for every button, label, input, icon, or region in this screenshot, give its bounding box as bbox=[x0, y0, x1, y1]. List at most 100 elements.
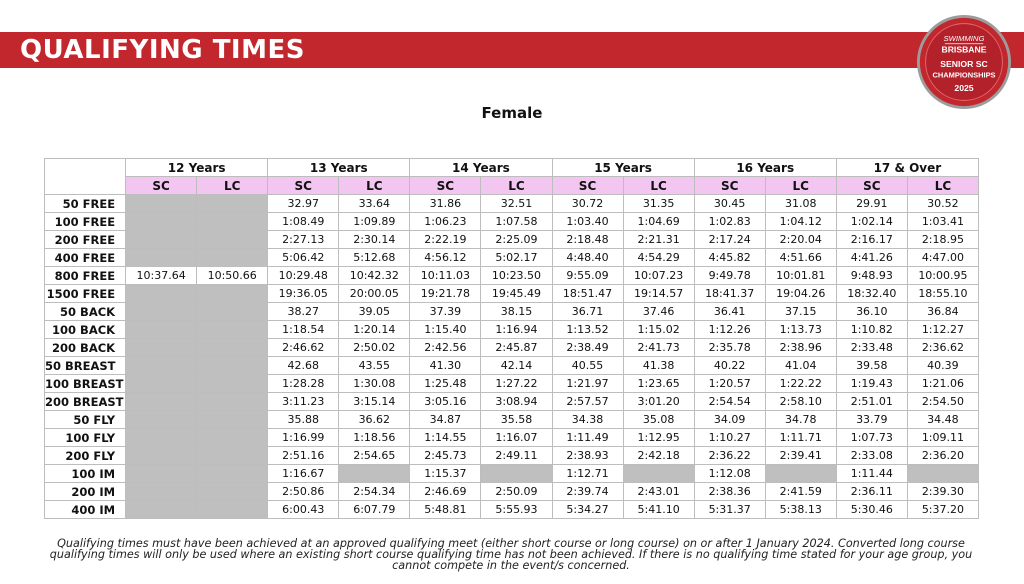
time-cell: 1:11.49 bbox=[551, 428, 624, 447]
not-applicable-cell bbox=[196, 392, 269, 411]
table-row: 200 BREAST 3:11.23 3:15.14 3:05.16 3:08.94 2:… bbox=[43, 392, 980, 411]
time-cell: 2:43.01 bbox=[622, 482, 695, 501]
event-name: 100 FLY bbox=[43, 428, 127, 447]
course-header: LC bbox=[764, 176, 837, 195]
time-cell: 36.71 bbox=[551, 302, 624, 321]
time-cell: 4:51.66 bbox=[764, 248, 837, 267]
logo-line-5: 2025 bbox=[954, 83, 973, 93]
not-applicable-cell bbox=[125, 194, 198, 213]
not-applicable-cell bbox=[196, 338, 269, 357]
not-applicable-cell bbox=[764, 464, 837, 483]
not-applicable-cell bbox=[125, 482, 198, 501]
course-header: SC bbox=[267, 176, 340, 195]
time-cell: 1:16.99 bbox=[267, 428, 340, 447]
time-cell: 30.72 bbox=[551, 194, 624, 213]
time-cell: 1:14.55 bbox=[409, 428, 482, 447]
time-cell: 42.14 bbox=[480, 356, 553, 375]
not-applicable-cell bbox=[125, 446, 198, 465]
time-cell: 41.04 bbox=[764, 356, 837, 375]
event-name: 200 BREAST bbox=[43, 392, 127, 411]
time-cell: 36.84 bbox=[906, 302, 980, 321]
time-cell: 19:14.57 bbox=[622, 284, 695, 303]
time-cell: 4:48.40 bbox=[551, 248, 624, 267]
not-applicable-cell bbox=[125, 410, 198, 429]
time-cell: 1:07.58 bbox=[480, 212, 553, 231]
time-cell: 2:41.59 bbox=[764, 482, 837, 501]
table-row: 100 BACK 1:18.54 1:20.14 1:15.40 1:16.94 1:13… bbox=[43, 320, 980, 339]
time-cell: 5:02.17 bbox=[480, 248, 553, 267]
time-cell: 1:18.54 bbox=[267, 320, 340, 339]
age-group-header: 14 Years bbox=[409, 158, 553, 177]
time-cell: 2:54.34 bbox=[338, 482, 411, 501]
table-row: 100 IM 1:16.67 1:15.37 1:12.71 1:12.08 1:11.4… bbox=[43, 464, 980, 483]
time-cell: 31.35 bbox=[622, 194, 695, 213]
time-cell: 10:23.50 bbox=[480, 266, 553, 285]
age-group-header: 13 Years bbox=[267, 158, 411, 177]
time-cell: 2:42.56 bbox=[409, 338, 482, 357]
time-cell: 41.38 bbox=[622, 356, 695, 375]
time-cell: 10:07.23 bbox=[622, 266, 695, 285]
course-header: LC bbox=[196, 176, 269, 195]
time-cell: 1:09.89 bbox=[338, 212, 411, 231]
time-cell: 18:41.37 bbox=[693, 284, 766, 303]
table-row: 100 FREE 1:08.49 1:09.89 1:06.23 1:07.58 1:03… bbox=[43, 212, 980, 231]
time-cell: 1:15.02 bbox=[622, 320, 695, 339]
age-group-header: 17 & Over bbox=[835, 158, 980, 177]
time-cell: 32.97 bbox=[267, 194, 340, 213]
event-name: 400 IM bbox=[43, 500, 127, 519]
event-name: 1500 FREE bbox=[43, 284, 127, 303]
event-name: 400 FREE bbox=[43, 248, 127, 267]
course-header: SC bbox=[409, 176, 482, 195]
table-row: 400 FREE 5:06.42 5:12.68 4:56.12 5:02.17 4:48… bbox=[43, 248, 980, 267]
not-applicable-cell bbox=[125, 302, 198, 321]
time-cell: 10:42.32 bbox=[338, 266, 411, 285]
time-cell: 5:12.68 bbox=[338, 248, 411, 267]
not-applicable-cell bbox=[125, 284, 198, 303]
not-applicable-cell bbox=[196, 248, 269, 267]
time-cell: 19:21.78 bbox=[409, 284, 482, 303]
time-cell: 5:06.42 bbox=[267, 248, 340, 267]
time-cell: 9:55.09 bbox=[551, 266, 624, 285]
time-cell: 39.05 bbox=[338, 302, 411, 321]
time-cell: 5:38.13 bbox=[764, 500, 837, 519]
table-row: 50 BACK 38.27 39.05 37.39 38.15 36.71 37.46 36.… bbox=[43, 302, 980, 321]
time-cell: 38.15 bbox=[480, 302, 553, 321]
time-cell: 10:29.48 bbox=[267, 266, 340, 285]
time-cell: 4:54.29 bbox=[622, 248, 695, 267]
not-applicable-cell bbox=[196, 212, 269, 231]
not-applicable-cell bbox=[196, 500, 269, 519]
time-cell: 2:50.09 bbox=[480, 482, 553, 501]
time-cell: 1:13.73 bbox=[764, 320, 837, 339]
time-cell: 10:50.66 bbox=[196, 266, 269, 285]
time-cell: 19:04.26 bbox=[764, 284, 837, 303]
not-applicable-cell bbox=[125, 212, 198, 231]
time-cell: 34.78 bbox=[764, 410, 837, 429]
time-cell: 5:55.93 bbox=[480, 500, 553, 519]
time-cell: 19:36.05 bbox=[267, 284, 340, 303]
event-name: 200 FLY bbox=[43, 446, 127, 465]
time-cell: 40.55 bbox=[551, 356, 624, 375]
not-applicable-cell bbox=[480, 464, 553, 483]
time-cell: 4:41.26 bbox=[835, 248, 908, 267]
time-cell: 1:10.82 bbox=[835, 320, 908, 339]
not-applicable-cell bbox=[196, 284, 269, 303]
time-cell: 2:39.30 bbox=[906, 482, 980, 501]
logo-line-1: SWIMMING bbox=[944, 34, 985, 43]
time-cell: 18:55.10 bbox=[906, 284, 980, 303]
not-applicable-cell bbox=[196, 446, 269, 465]
not-applicable-cell bbox=[196, 464, 269, 483]
time-cell: 2:45.73 bbox=[409, 446, 482, 465]
not-applicable-cell bbox=[125, 428, 198, 447]
time-cell: 37.39 bbox=[409, 302, 482, 321]
table-row: 200 IM 2:50.86 2:54.34 2:46.69 2:50.09 2:39.7… bbox=[43, 482, 980, 501]
time-cell: 5:48.81 bbox=[409, 500, 482, 519]
time-cell: 2:38.49 bbox=[551, 338, 624, 357]
event-name: 800 FREE bbox=[43, 266, 127, 285]
table-row: 50 BREAST 42.68 43.55 41.30 42.14 40.55 41.38 4… bbox=[43, 356, 980, 375]
time-cell: 2:45.87 bbox=[480, 338, 553, 357]
time-cell: 2:22.19 bbox=[409, 230, 482, 249]
event-name: 200 FREE bbox=[43, 230, 127, 249]
time-cell: 29.91 bbox=[835, 194, 908, 213]
time-cell: 2:58.10 bbox=[764, 392, 837, 411]
course-header: LC bbox=[338, 176, 411, 195]
